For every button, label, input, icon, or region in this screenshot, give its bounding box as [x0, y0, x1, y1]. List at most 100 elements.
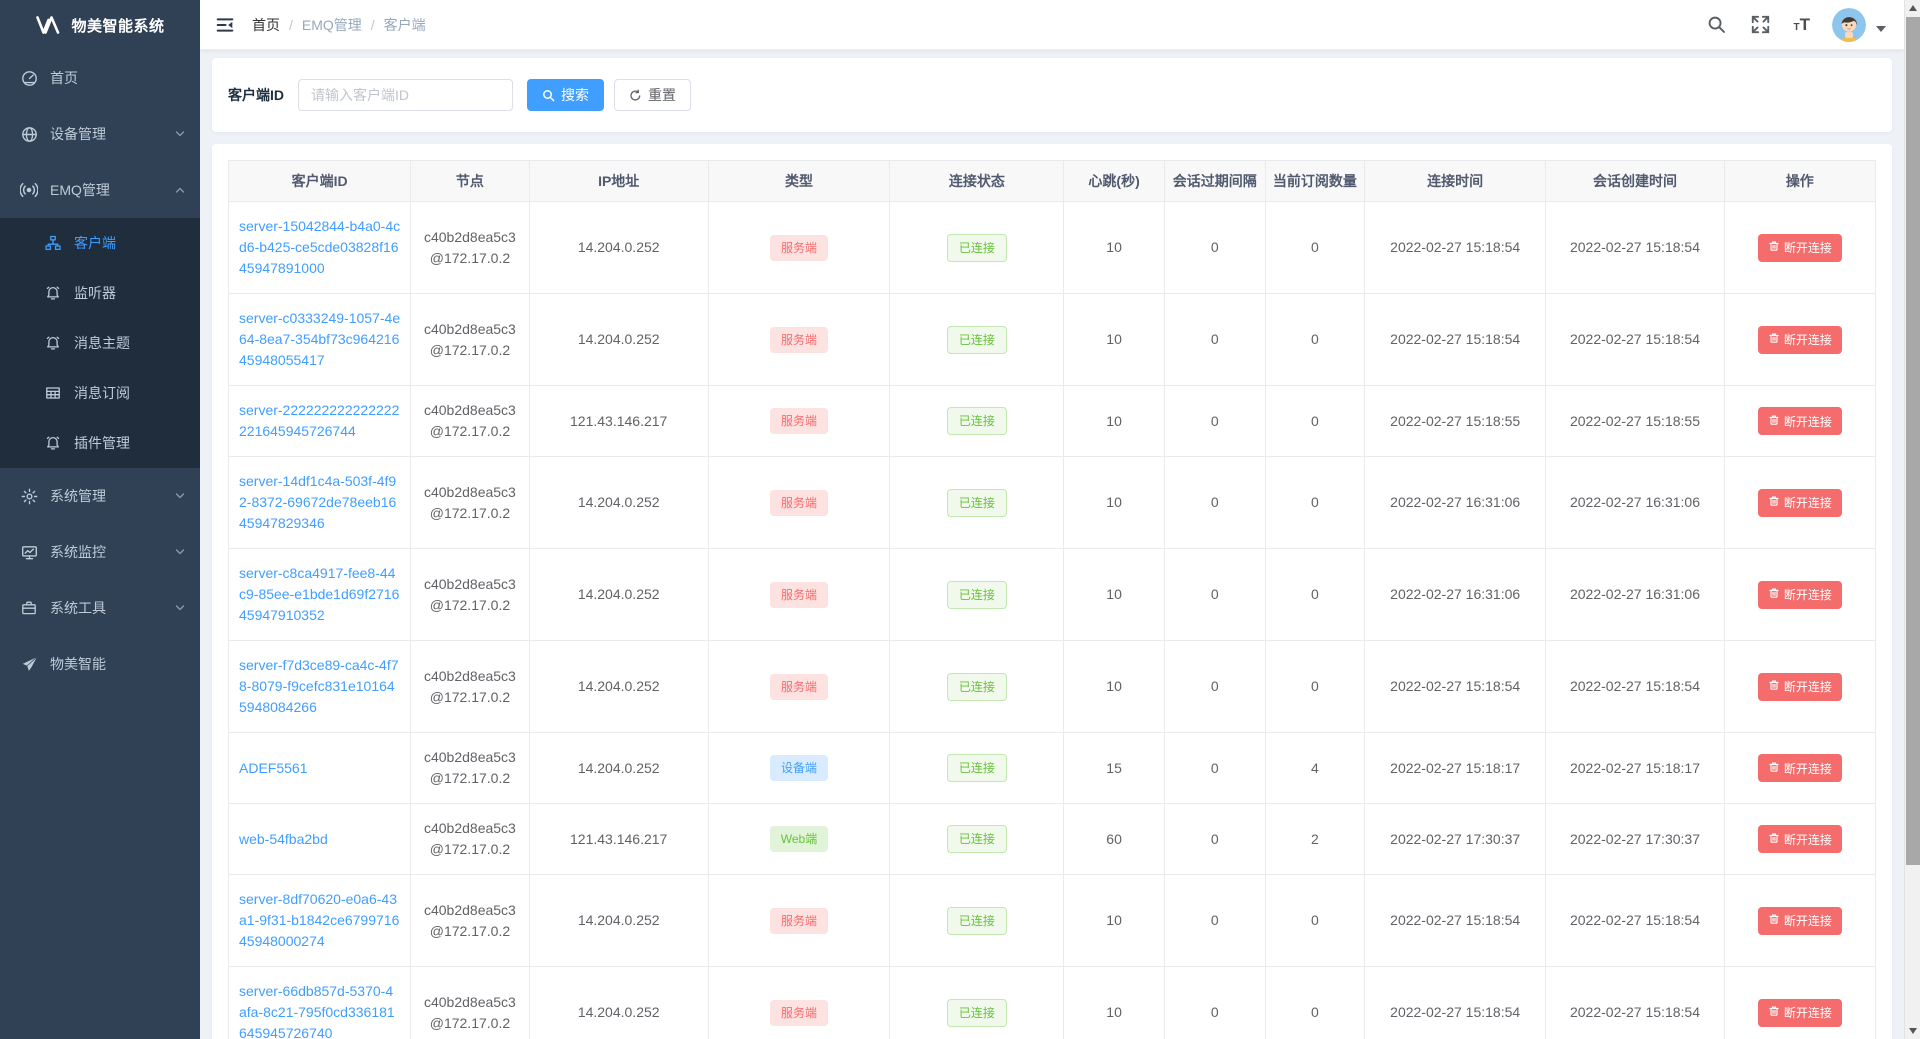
reset-button-label: 重置 — [648, 87, 676, 103]
node-cell: c40b2d8ea5c3 @172.17.0.2 — [410, 385, 530, 457]
sidebar-item-subscriptions[interactable]: 消息订阅 — [0, 368, 200, 418]
session-create-time-cell: 2022-02-27 15:18:54 — [1545, 874, 1725, 967]
breadcrumb-home[interactable]: 首页 — [252, 16, 280, 33]
client-id-link[interactable]: server-f7d3ce89-ca4c-4f78-8079-f9cefc831… — [239, 657, 399, 715]
col-type: 类型 — [707, 160, 891, 202]
logo[interactable]: 物美智能系统 — [0, 0, 200, 50]
client-id-link[interactable]: server-222222222222222221645945726744 — [239, 402, 400, 439]
sidebar-item-home[interactable]: 首页 — [0, 50, 200, 106]
trash-icon — [1768, 679, 1780, 694]
table-body: server-15042844-b4a0-4cd6-b425-ce5cde038… — [227, 201, 1877, 1039]
sidebar-item-plugins[interactable]: 插件管理 — [0, 418, 200, 468]
ip-cell: 121.43.146.217 — [528, 385, 709, 457]
status-badge: 已连接 — [946, 754, 1007, 782]
client-id-cell: server-222222222222222221645945726744 — [227, 385, 412, 457]
node-cell: c40b2d8ea5c3 @172.17.0.2 — [410, 293, 530, 386]
fullscreen-icon[interactable] — [1750, 14, 1772, 36]
sidebar-item-clients[interactable]: 客户端 — [0, 218, 200, 268]
sidebar-item-listeners[interactable]: 监听器 — [0, 268, 200, 318]
client-id-link[interactable]: ADEF5561 — [239, 759, 308, 776]
sidebar-fold-icon[interactable] — [214, 14, 236, 36]
client-id-link[interactable]: server-14df1c4a-503f-4f92-8372-69672de78… — [239, 473, 397, 531]
actions-cell: 断开连接 — [1723, 640, 1877, 733]
sidebar-item-label: EMQ管理 — [50, 182, 110, 198]
monitor-icon — [20, 543, 38, 561]
client-id-link[interactable]: web-54fba2bd — [239, 830, 328, 847]
breadcrumb-current: 客户端 — [383, 16, 426, 33]
reset-button[interactable]: 重置 — [614, 79, 691, 111]
vertical-scrollbar[interactable] — [1904, 0, 1920, 1039]
actions-cell: 断开连接 — [1723, 293, 1877, 386]
scroll-up-icon[interactable] — [1905, 0, 1920, 16]
breadcrumb-separator: / — [289, 16, 293, 33]
disconnect-button-label: 断开连接 — [1783, 680, 1832, 694]
client-id-link[interactable]: server-8df70620-e0a6-43a1-9f31-b1842ce67… — [239, 891, 400, 949]
sidebar-item-device[interactable]: 设备管理 — [0, 106, 200, 162]
session-create-time-cell: 2022-02-27 15:18:54 — [1545, 201, 1725, 294]
chevron-down-icon — [174, 546, 186, 558]
disconnect-button[interactable]: 断开连接 — [1757, 407, 1842, 435]
client-id-link[interactable]: server-c0333249-1057-4e64-8ea7-354bf73c9… — [239, 310, 401, 368]
scroll-down-icon[interactable] — [1905, 1023, 1920, 1039]
type-badge: 服务端 — [770, 326, 829, 353]
disconnect-button[interactable]: 断开连接 — [1757, 233, 1842, 262]
user-menu[interactable] — [1832, 7, 1886, 42]
type-cell: 设备端 — [707, 732, 891, 804]
trash-icon — [1768, 913, 1780, 928]
client-id-link[interactable]: server-15042844-b4a0-4cd6-b425-ce5cde038… — [239, 218, 401, 276]
disconnect-button[interactable]: 断开连接 — [1757, 754, 1842, 782]
disconnect-button[interactable]: 断开连接 — [1757, 580, 1842, 609]
subscriptions-cell: 0 — [1264, 201, 1366, 294]
disconnect-button-label: 断开连接 — [1783, 832, 1832, 847]
sidebar-item-wumei[interactable]: 物美智能 — [0, 636, 200, 692]
search-button-label: 搜索 — [561, 87, 589, 103]
disconnect-button[interactable]: 断开连接 — [1757, 325, 1842, 354]
client-id-link[interactable]: server-c8ca4917-fee8-44c9-85ee-e1bde1d69… — [239, 565, 400, 623]
status-badge: 已连接 — [946, 325, 1007, 354]
disconnect-button-label: 断开连接 — [1783, 241, 1832, 255]
status-badge: 已连接 — [946, 488, 1007, 517]
ip-cell: 121.43.146.217 — [528, 803, 709, 875]
status-cell: 已连接 — [889, 640, 1065, 733]
disconnect-button[interactable]: 断开连接 — [1757, 906, 1842, 935]
plane-icon — [20, 655, 38, 673]
avatar[interactable] — [1832, 7, 1866, 42]
connect-time-cell: 2022-02-27 16:31:06 — [1363, 548, 1547, 641]
col-session-create-time: 会话创建时间 — [1545, 160, 1725, 202]
search-icon — [542, 89, 555, 102]
trash-icon — [1768, 414, 1780, 429]
type-badge: 服务端 — [770, 907, 829, 934]
sidebar-item-topics[interactable]: 消息主题 — [0, 318, 200, 368]
heartbeat-cell: 10 — [1063, 385, 1165, 457]
search-icon[interactable] — [1706, 14, 1728, 36]
client-id-cell: server-c0333249-1057-4e64-8ea7-354bf73c9… — [227, 293, 412, 386]
caret-down-icon — [1876, 25, 1886, 32]
sidebar-item-system[interactable]: 系统管理 — [0, 468, 200, 524]
col-status: 连接状态 — [889, 160, 1065, 202]
sitemap-icon — [44, 234, 62, 252]
subscriptions-cell: 0 — [1264, 640, 1366, 733]
table-header-row: 客户端ID 节点 IP地址 类型 连接状态 心跳(秒) 会话过期间隔 当前订阅数… — [227, 160, 1877, 202]
client-id-link[interactable]: server-66db857d-5370-4afa-8c21-795f0cd33… — [239, 983, 395, 1039]
heartbeat-cell: 15 — [1063, 732, 1165, 804]
disconnect-button[interactable]: 断开连接 — [1757, 998, 1842, 1027]
search-button[interactable]: 搜索 — [527, 79, 604, 111]
type-badge: 服务端 — [770, 999, 829, 1026]
client-id-input[interactable] — [298, 79, 513, 111]
scrollbar-thumb[interactable] — [1906, 17, 1920, 865]
sidebar-item-tools[interactable]: 系统工具 — [0, 580, 200, 636]
subscriptions-cell: 0 — [1264, 874, 1366, 967]
disconnect-button[interactable]: 断开连接 — [1757, 825, 1842, 853]
sidebar-item-emq[interactable]: EMQ管理 — [0, 162, 200, 218]
disconnect-button[interactable]: 断开连接 — [1757, 672, 1842, 701]
dashboard-icon — [20, 69, 38, 87]
client-id-cell: server-c8ca4917-fee8-44c9-85ee-e1bde1d69… — [227, 548, 412, 641]
heartbeat-cell: 10 — [1063, 293, 1165, 386]
status-cell: 已连接 — [889, 201, 1065, 294]
sidebar-item-monitor[interactable]: 系统监控 — [0, 524, 200, 580]
disconnect-button[interactable]: 断开连接 — [1757, 488, 1842, 517]
col-subscriptions: 当前订阅数量 — [1264, 160, 1366, 202]
actions-cell: 断开连接 — [1723, 201, 1877, 294]
